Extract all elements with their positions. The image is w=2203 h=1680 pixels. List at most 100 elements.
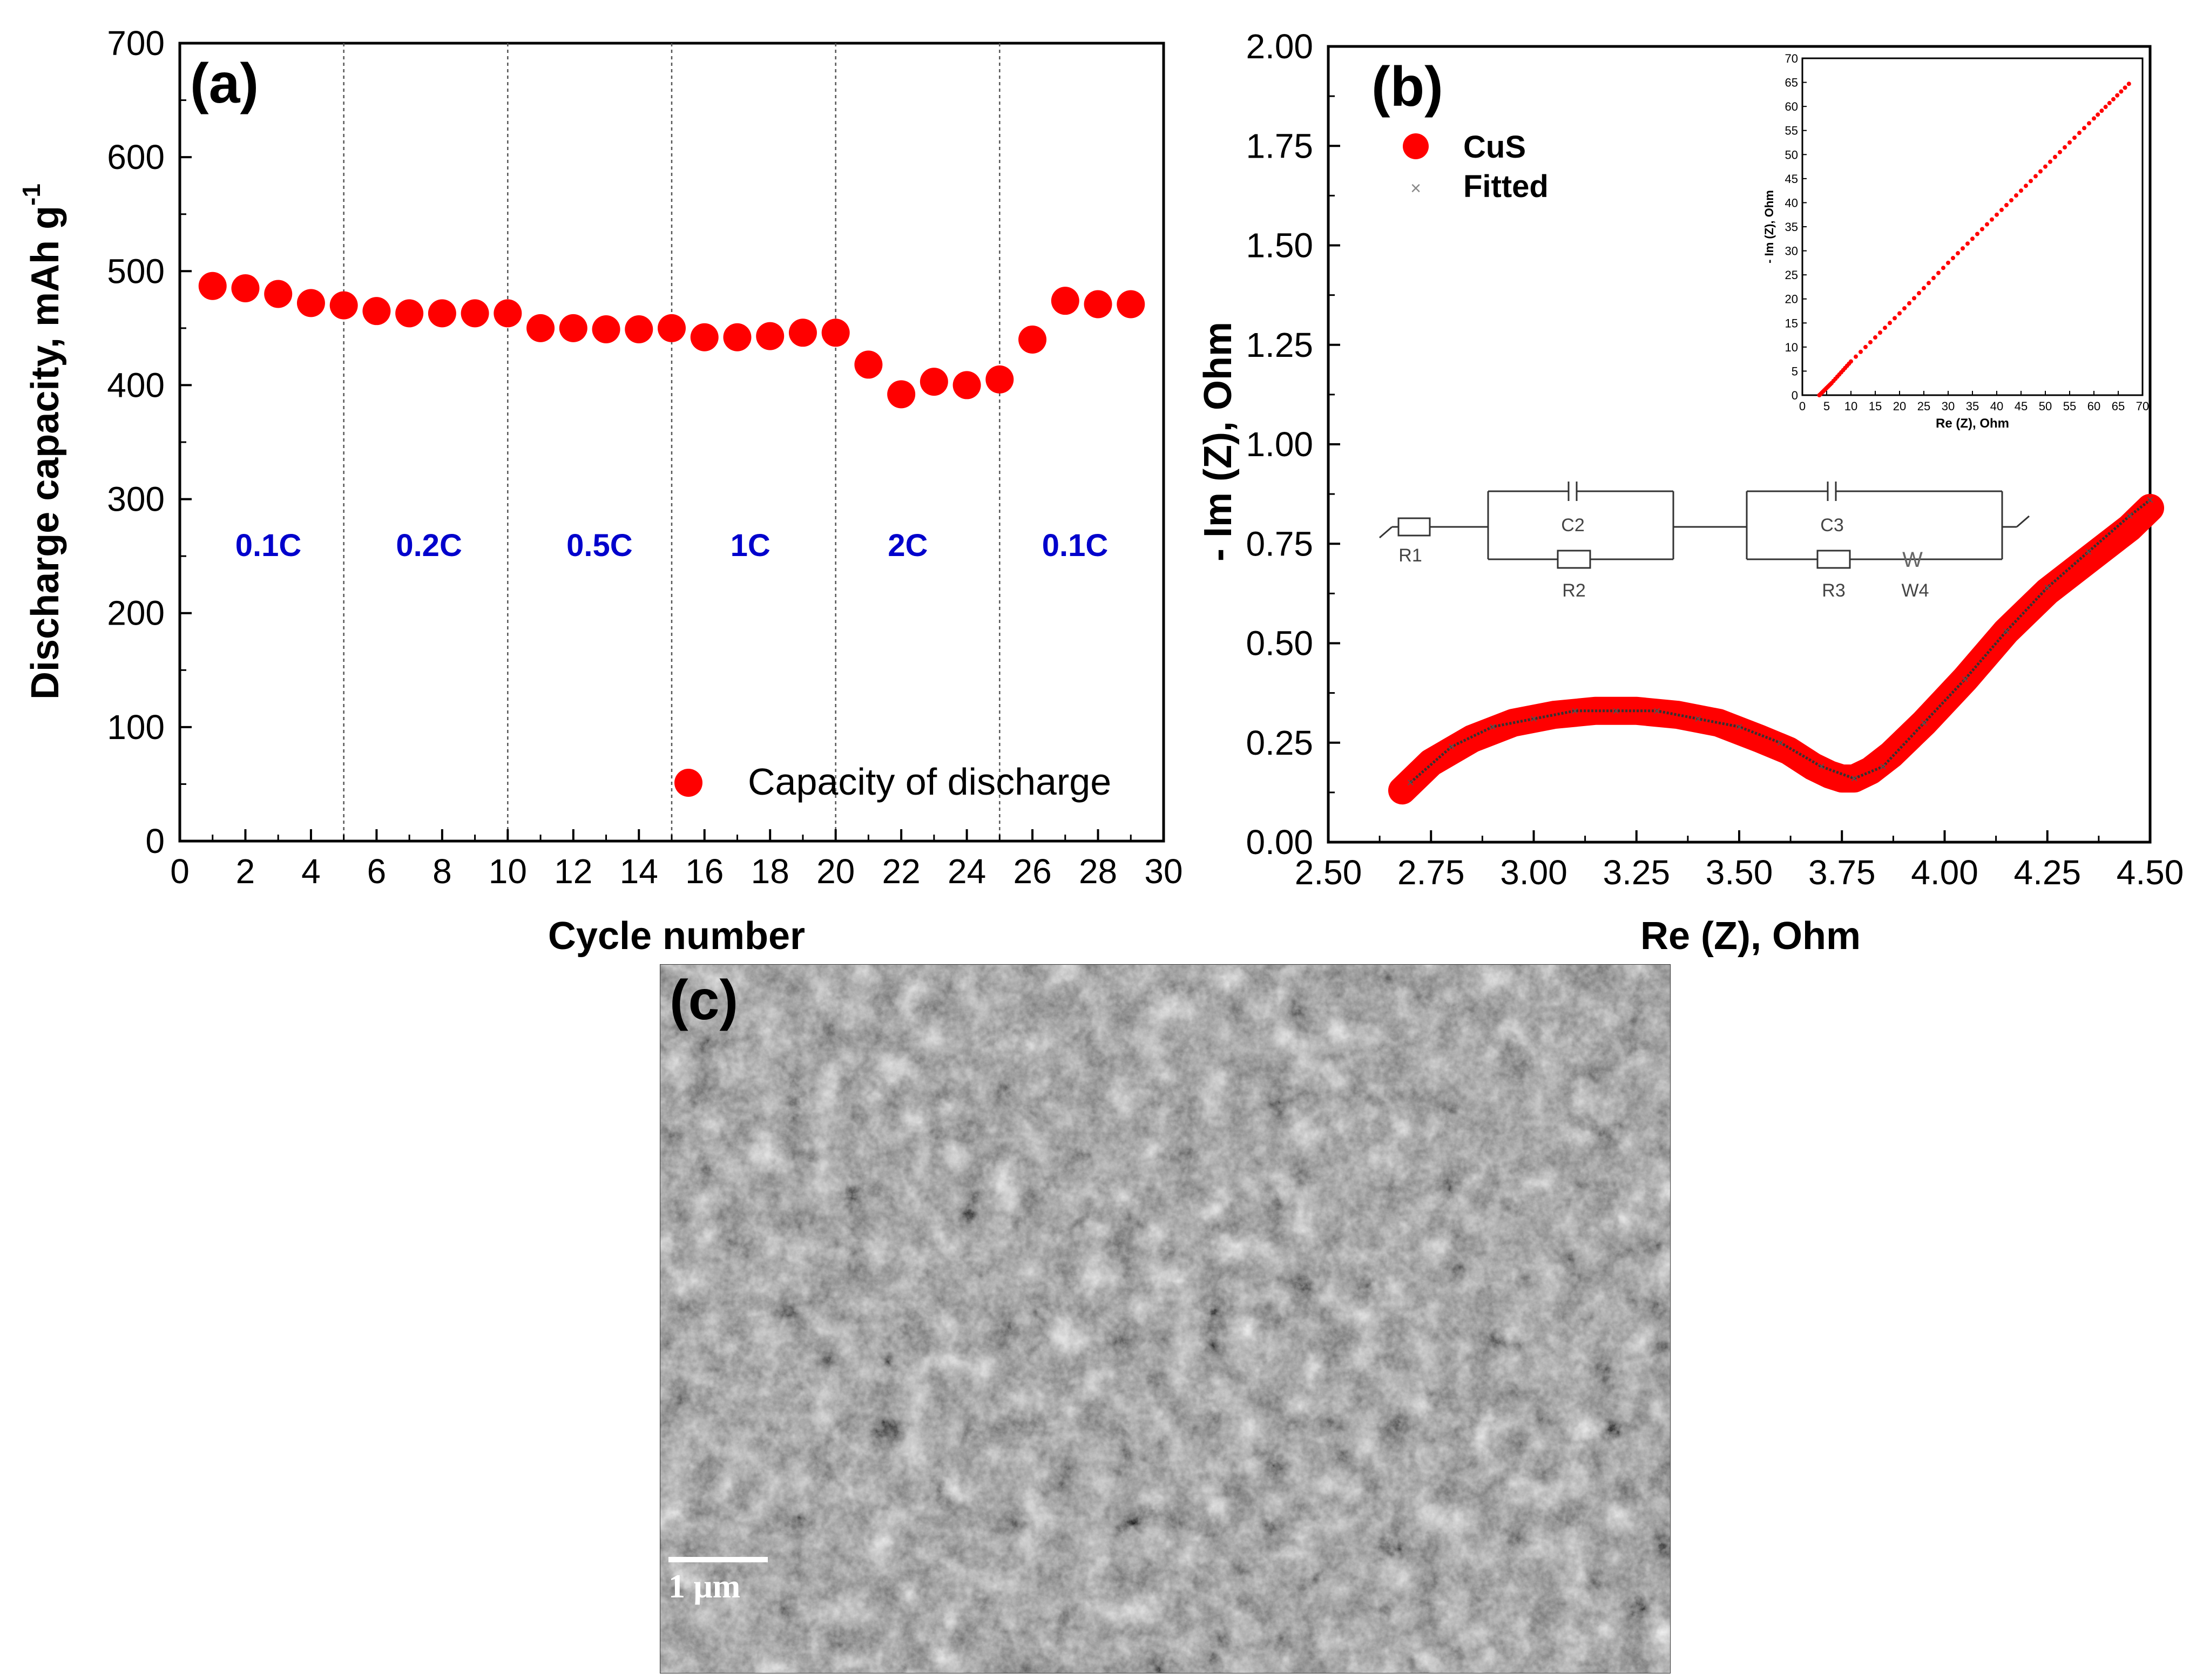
capacity-point	[821, 319, 850, 347]
inset-point	[1931, 275, 1936, 280]
inset-xlabel: Re (Z), Ohm	[1936, 416, 2009, 431]
inset-point	[2063, 145, 2067, 150]
r1-resistor	[1397, 517, 1431, 537]
b-ytick-label: 0.50	[1246, 624, 1313, 663]
a-ytick-label: 0	[145, 822, 165, 861]
capacity-point	[1018, 325, 1047, 354]
capacity-point	[559, 314, 587, 342]
b-ytick-label: 1.75	[1246, 126, 1313, 165]
capacity-point	[887, 380, 916, 409]
a-xtick-label: 20	[816, 852, 855, 891]
fitted-point: ×	[2044, 580, 2051, 595]
capacity-point	[198, 272, 227, 300]
inset-point	[2107, 100, 2112, 105]
capacity-point	[854, 350, 883, 379]
inset-point	[2048, 159, 2052, 164]
legend-fitted-label: Fitted	[1463, 169, 1549, 204]
a-xtick-label: 4	[301, 852, 321, 891]
b-ytick-label: 2.00	[1246, 27, 1313, 66]
capacity-point	[952, 371, 981, 399]
a-ytick-label: 400	[107, 365, 165, 404]
a-xtick-label: 8	[433, 852, 452, 891]
inset-point	[2099, 109, 2104, 113]
capacity-point	[985, 365, 1014, 394]
legend-capacity-label: Capacity of discharge	[748, 761, 1111, 803]
inset-point	[2126, 82, 2131, 86]
b-xtick-label: 3.25	[1603, 853, 1670, 892]
sem-texture	[660, 964, 1671, 1674]
inset-point	[2092, 116, 2096, 121]
rate-label: 1C	[731, 528, 771, 563]
panel-a-legend: Capacity of discharge	[674, 761, 1111, 803]
legend-fitted-marker: ×	[1410, 178, 1421, 199]
a-xtick-label: 14	[620, 852, 658, 891]
inset-point	[2067, 140, 2072, 145]
inset-ytick-label: 25	[1785, 268, 1798, 282]
a-ytick-label: 300	[107, 480, 165, 519]
inset-xtick-label: 15	[1869, 399, 1882, 413]
inset-ytick-label: 30	[1785, 245, 1798, 258]
panel-b-label: (b)	[1371, 56, 1443, 118]
fitted-point: ×	[1879, 760, 1887, 774]
capacity-point	[723, 323, 752, 351]
inset-point	[2103, 105, 2108, 110]
b-ytick-label: 1.50	[1246, 226, 1313, 265]
capacity-point	[1084, 290, 1112, 319]
inset-point	[1980, 227, 1984, 232]
fitted-point: ×	[1489, 720, 1496, 734]
scale-bar	[668, 1557, 768, 1562]
inset-point	[1965, 241, 1970, 246]
fitted-point: ×	[1776, 736, 1784, 750]
scale-bar-label: 1 μm	[668, 1568, 741, 1605]
b-xtick-label: 4.50	[2117, 853, 2184, 892]
inset-point	[1946, 260, 1950, 265]
a-xtick-label: 6	[367, 852, 387, 891]
b-ytick-label: 1.25	[1246, 326, 1313, 364]
inset-xtick-label: 50	[2039, 399, 2052, 413]
inset-point	[1985, 222, 1989, 227]
capacity-point	[231, 274, 260, 302]
fitted-point: ×	[1407, 775, 1414, 790]
fitted-point: ×	[2126, 509, 2133, 524]
inset-point	[1912, 296, 1916, 301]
capacity-point	[494, 299, 522, 328]
b-ytick-label: 0.00	[1246, 823, 1313, 862]
inset-point	[2096, 112, 2100, 117]
capacity-point	[329, 291, 358, 320]
b-xtick-label: 3.75	[1808, 853, 1876, 892]
fitted-point: ×	[1530, 712, 1537, 727]
inset-ytick-label: 60	[1785, 100, 1798, 113]
inset-point	[2072, 136, 2077, 140]
inset-point	[1893, 316, 1897, 321]
inset-point	[1995, 212, 1999, 217]
inset-point	[1849, 359, 1853, 364]
capacity-point	[658, 314, 686, 342]
circuit-label-c3: C3	[1820, 515, 1843, 536]
inset-point	[1863, 344, 1868, 349]
inset-point	[2014, 193, 2018, 198]
inset-ytick-label: 20	[1785, 293, 1798, 306]
inset-point	[2111, 97, 2116, 101]
capacity-point	[362, 297, 391, 326]
b-xtick-label: 3.50	[1706, 853, 1773, 892]
a-xtick-label: 18	[751, 852, 789, 891]
inset-point	[2019, 188, 2023, 193]
inset-point	[2043, 164, 2047, 169]
inset-xtick-label: 40	[1990, 399, 2003, 413]
inset-frame	[1801, 57, 2144, 396]
inset-ytick-label: 15	[1785, 316, 1798, 330]
inset-point	[2058, 150, 2062, 154]
capacity-point	[1051, 287, 1079, 315]
panel-b-chart: 2.50 2.75 3.00 3.25 3.50 3.75 4.00 4.25 4.50 0.0…	[1197, 27, 2184, 958]
b-xtick-label: 2.75	[1397, 853, 1465, 892]
sem-micrograph: (c) 1 μm	[660, 964, 1671, 1674]
inset-point	[1961, 246, 1965, 251]
inset-xtick-label: 65	[2112, 399, 2125, 413]
b-xtick-label: 3.00	[1500, 853, 1567, 892]
inset-point	[1941, 266, 1945, 270]
inset-point	[1868, 340, 1873, 344]
rate-label: 2C	[888, 528, 928, 563]
inset-point	[1873, 335, 1877, 340]
inset-point	[1854, 354, 1858, 359]
